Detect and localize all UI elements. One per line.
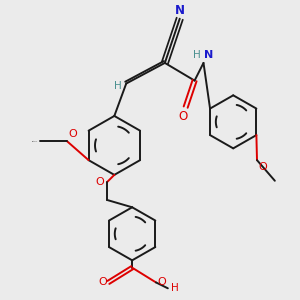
Text: H: H (171, 283, 178, 293)
Text: O: O (178, 110, 187, 123)
Text: H: H (114, 82, 122, 92)
Text: O: O (259, 162, 267, 172)
Text: H: H (194, 50, 201, 60)
Text: O: O (68, 129, 77, 139)
Text: O: O (158, 278, 166, 287)
Text: N: N (175, 4, 185, 17)
Text: methoxy: methoxy (32, 140, 38, 142)
Text: O: O (95, 177, 104, 187)
Text: N: N (204, 50, 213, 60)
Text: O: O (98, 278, 107, 287)
